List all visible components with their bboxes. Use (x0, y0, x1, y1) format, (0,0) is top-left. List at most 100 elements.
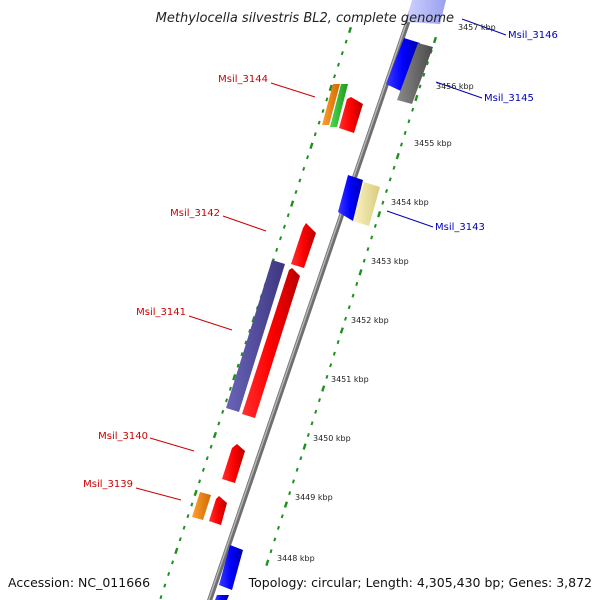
gene-label-msil-3139[interactable]: Msil_3139 (83, 479, 133, 490)
tick-mark (344, 39, 348, 44)
map-title: Methylocella silvestris BL2, complete ge… (156, 11, 454, 26)
gene-blue-edge[interactable] (215, 595, 229, 600)
topology-text: Topology: circular; Length: 4,305,430 bp… (248, 575, 592, 590)
gene-label-msil-3141[interactable]: Msil_3141 (136, 307, 186, 318)
tick-mark (309, 142, 314, 149)
backbone (207, 0, 418, 600)
tick-mark (306, 432, 310, 438)
tick-mark (279, 236, 283, 241)
tick-mark (310, 421, 314, 426)
tick-mark (392, 165, 396, 170)
tick-mark (373, 223, 377, 228)
leader-msil-3141 (188, 315, 233, 331)
tick-mark (329, 363, 333, 368)
tick-mark (336, 62, 340, 67)
tick-mark (370, 235, 374, 240)
tick-mark (432, 36, 438, 44)
kbp-label: 3452 kbp (351, 316, 389, 325)
tick-mark (171, 560, 175, 565)
tick-mark (422, 72, 426, 77)
gene-red-long[interactable] (242, 268, 300, 418)
tick-mark (414, 94, 419, 102)
tick-mark (290, 200, 295, 207)
tick-mark (362, 258, 366, 263)
gene-msil-3146-arrow[interactable] (386, 38, 420, 92)
kbp-label: 3454 kbp (391, 198, 429, 207)
gene-msil-3142-arrow[interactable] (291, 223, 316, 268)
tick-mark (236, 363, 240, 368)
tick-mark (269, 549, 273, 554)
tick-mark (273, 537, 277, 542)
gene-label-msil-3144[interactable]: Msil_3144 (218, 74, 268, 85)
tick-mark (248, 328, 252, 333)
gene-label-msil-3140[interactable]: Msil_3140 (98, 431, 148, 442)
tick-mark (295, 467, 299, 472)
gene-msil-3146-light[interactable] (406, 0, 446, 24)
tick-mark (340, 51, 344, 56)
gene-msil-3145-gray[interactable] (397, 43, 433, 104)
tick-mark (275, 247, 279, 252)
tick-mark (407, 119, 411, 124)
tick-mark (403, 130, 407, 135)
tick-mark (328, 84, 333, 92)
tick-mark (288, 491, 292, 496)
gene-orange-small-top[interactable] (322, 84, 340, 125)
tick-mark (186, 514, 190, 519)
gene-track (192, 0, 446, 600)
tick-mark (411, 107, 415, 112)
kbp-label: 3456 kbp (436, 82, 474, 91)
gene-msil-3139-orange[interactable] (192, 492, 211, 520)
gene-label-msil-3143[interactable]: Msil_3143 (435, 222, 485, 233)
tick-mark (299, 456, 303, 461)
leader-msil-3140 (149, 437, 195, 452)
kbp-label: 3450 kbp (313, 434, 351, 443)
kbp-label: 3451 kbp (331, 375, 369, 384)
gene-msil-3143-yellow[interactable] (353, 182, 380, 226)
tick-mark (385, 188, 389, 194)
tick-mark (282, 224, 286, 229)
tick-mark (388, 177, 392, 182)
tick-mark (201, 467, 205, 472)
kbp-label: 3448 kbp (277, 554, 315, 563)
tick-mark (302, 443, 307, 450)
tick-mark (332, 351, 336, 356)
gene-label-msil-3145[interactable]: Msil_3145 (484, 93, 534, 104)
tick-mark (381, 200, 385, 205)
tick-mark (276, 525, 280, 530)
tick-mark (333, 74, 337, 79)
gene-label-msil-3142[interactable]: Msil_3142 (170, 208, 220, 219)
tick-mark (265, 559, 270, 566)
gene-msil-3140-arrow[interactable] (222, 444, 245, 483)
gene-blue-bottom[interactable] (219, 545, 243, 590)
tick-mark (159, 595, 163, 600)
tick-mark (217, 421, 221, 426)
tick-mark (190, 502, 194, 507)
tick-mark (167, 571, 171, 577)
gene-msil-3141-purple[interactable] (226, 260, 285, 412)
tick-mark (298, 178, 302, 183)
tick-mark (240, 352, 244, 357)
tick-mark (232, 374, 237, 381)
tick-mark (377, 211, 382, 218)
tick-mark (294, 189, 298, 195)
tick-mark (221, 409, 225, 414)
backbone-highlight (207, 0, 416, 600)
tick-mark (321, 385, 326, 392)
tick-mark (418, 84, 422, 89)
gene-green-small[interactable] (330, 84, 348, 127)
tick-mark (321, 108, 325, 114)
gene-msil-3139-red[interactable] (209, 496, 227, 525)
tick-mark (317, 398, 321, 403)
tick-mark (351, 293, 355, 298)
gene-msil-3144-arrow[interactable] (339, 97, 363, 133)
tick-mark (358, 269, 363, 276)
tick-mark (325, 374, 329, 379)
tick-mark (314, 409, 318, 414)
gene-label-msil-3146[interactable]: Msil_3146 (508, 30, 558, 41)
tick-mark (313, 132, 317, 137)
tick-mark (205, 456, 209, 461)
gene-msil-3143-arrow[interactable] (338, 175, 363, 221)
tick-mark (286, 213, 290, 218)
gene-labels: Msil_3144 Msil_3142 Msil_3141 Msil_3140 … (83, 30, 558, 490)
